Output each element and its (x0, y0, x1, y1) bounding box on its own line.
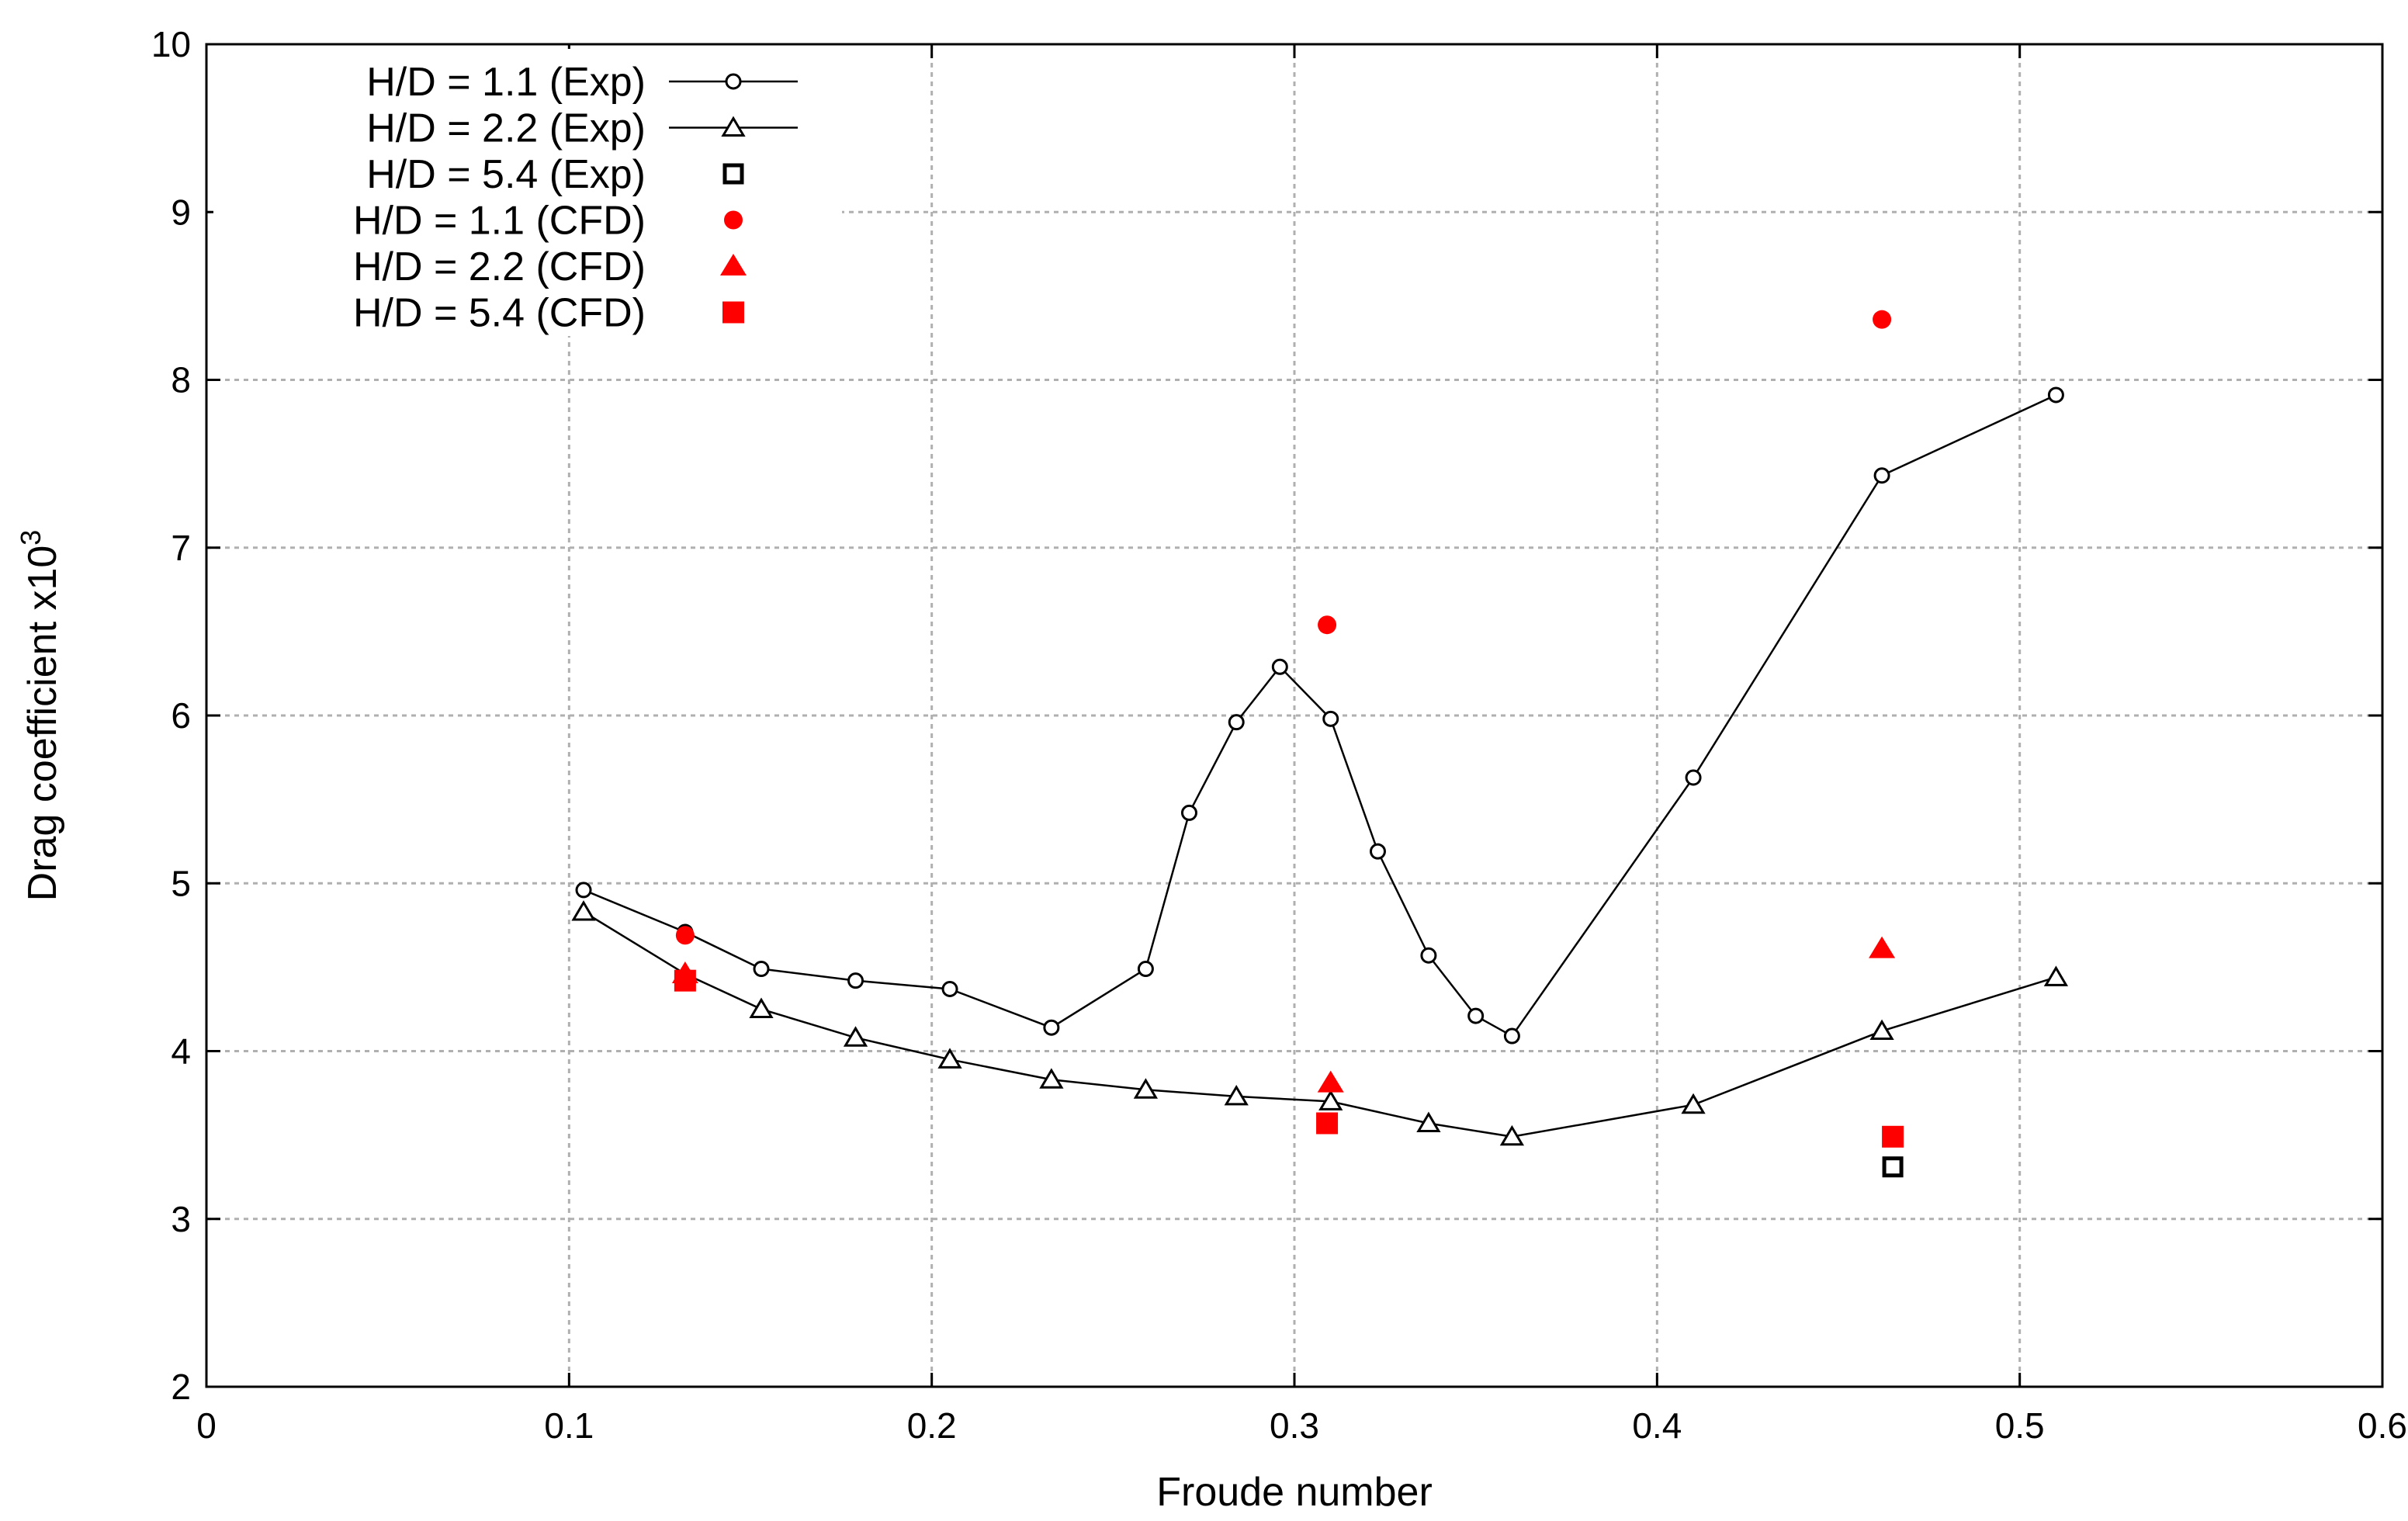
legend-marker (725, 73, 742, 90)
data-point (847, 972, 864, 989)
x-tick-label: 0.4 (1632, 1405, 1682, 1446)
x-tick-label: 0.6 (2358, 1405, 2407, 1446)
legend-item: H/D = 5.4 (CFD) (353, 291, 744, 336)
data-point (843, 1026, 868, 1047)
data-point (1133, 1078, 1159, 1099)
data-point (1271, 658, 1288, 675)
legend-marker (721, 116, 746, 137)
y-tick-label: 2 (171, 1367, 191, 1407)
legend-item: H/D = 1.1 (Exp) (366, 60, 798, 105)
series-h-d-1-1-cfd (675, 310, 1892, 945)
data-point (1416, 1111, 1441, 1132)
data-point (1318, 615, 1337, 635)
legend-marker (724, 210, 743, 230)
x-axis-tick-labels: 0 0.1 0.2 0.3 0.4 0.5 0.6 (196, 1405, 2407, 1446)
x-tick-label: 0.3 (1270, 1405, 1319, 1446)
y-tick-label: 9 (171, 192, 191, 232)
y-tick-label: 7 (171, 528, 191, 568)
data-point (2047, 386, 2064, 404)
legend-label: H/D = 2.2 (CFD) (353, 244, 646, 289)
data-point (1322, 710, 1339, 727)
y-axis-tick-labels: 2 3 4 5 6 7 8 9 10 (151, 24, 191, 1407)
data-point (2043, 965, 2069, 986)
data-point (753, 961, 770, 978)
series (571, 310, 2069, 1178)
y-axis-title: Drag coefficient x103 (15, 530, 66, 902)
legend-item: H/D = 2.2 (Exp) (366, 106, 798, 151)
x-tick-label: 0.2 (907, 1405, 957, 1446)
data-point (1467, 1007, 1485, 1024)
x-tick-label: 0.5 (1995, 1405, 2045, 1446)
y-axis-title-exponent: 3 (15, 530, 47, 546)
data-point (1873, 310, 1892, 329)
data-point (1499, 1124, 1525, 1146)
legend-label: H/D = 1.1 (CFD) (353, 199, 646, 244)
data-point (1869, 1019, 1894, 1041)
data-point (1317, 1070, 1344, 1093)
x-tick-label: 0 (196, 1405, 217, 1446)
legend-label: H/D = 1.1 (Exp) (366, 60, 646, 105)
data-point (1681, 1093, 1706, 1114)
legend-item: H/D = 2.2 (CFD) (353, 244, 747, 289)
legend: H/D = 1.1 (Exp)H/D = 2.2 (Exp)H/D = 5.4 … (213, 49, 842, 336)
y-tick-label: 5 (171, 863, 191, 903)
x-tick-label: 0.1 (544, 1405, 594, 1446)
series-line (583, 910, 2056, 1138)
y-tick-label: 10 (151, 24, 191, 64)
data-point (941, 980, 958, 997)
legend-marker (720, 254, 747, 275)
data-point (1318, 1090, 1343, 1110)
y-tick-label: 3 (171, 1199, 191, 1239)
y-axis-title-main: Drag coefficient x10 (20, 546, 65, 902)
series-h-d-5-4-exp (1882, 1156, 1904, 1178)
data-point (1420, 947, 1437, 964)
x-axis-title: Froude number (1156, 1470, 1433, 1515)
legend-marker (722, 301, 744, 324)
legend-label: H/D = 5.4 (CFD) (353, 291, 646, 336)
data-point (1180, 804, 1197, 821)
data-point (937, 1048, 962, 1069)
data-point (1869, 936, 1896, 958)
data-point (1685, 769, 1702, 786)
legend-background (213, 49, 842, 336)
series-h-d-5-4-cfd (674, 969, 1904, 1148)
legend-marker (722, 163, 744, 185)
data-point (1224, 1084, 1249, 1106)
data-point (1228, 714, 1245, 731)
data-point (675, 926, 695, 945)
data-point (1316, 1112, 1339, 1135)
data-point (575, 882, 592, 899)
legend-item: H/D = 1.1 (CFD) (353, 199, 743, 244)
data-point (1882, 1125, 1904, 1148)
legend-item: H/D = 5.4 (Exp) (366, 152, 744, 197)
data-point (1137, 961, 1154, 978)
data-point (1039, 1068, 1064, 1089)
legend-label: H/D = 5.4 (Exp) (366, 152, 646, 197)
data-point (1873, 467, 1890, 484)
y-tick-label: 4 (171, 1031, 191, 1072)
data-point (1882, 1156, 1904, 1178)
series-line (583, 393, 2056, 1038)
y-tick-label: 6 (171, 695, 191, 736)
data-point (674, 969, 696, 992)
legend-label: H/D = 2.2 (Exp) (366, 106, 646, 151)
y-tick-label: 8 (171, 360, 191, 400)
data-point (749, 997, 774, 1018)
data-point (1503, 1027, 1520, 1045)
data-point (1369, 843, 1386, 860)
data-point (1043, 1019, 1060, 1036)
data-point (571, 900, 596, 921)
